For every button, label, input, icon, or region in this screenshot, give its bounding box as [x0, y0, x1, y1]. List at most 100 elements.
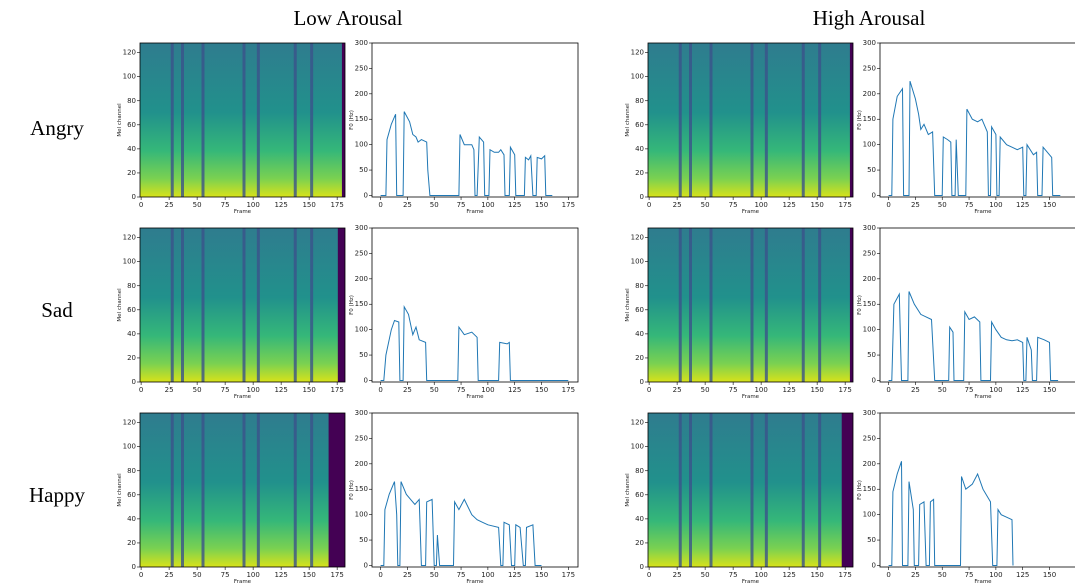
spectrogram-stripe	[709, 413, 713, 567]
x-axis-label: Frame	[974, 209, 992, 215]
y-tick-label: 20	[635, 539, 644, 547]
x-tick-label: 125	[508, 386, 521, 394]
axes-frame	[879, 227, 1075, 383]
y-tick-label: 100	[631, 73, 644, 81]
x-tick-label: 0	[647, 571, 651, 579]
x-tick-label: 25	[911, 571, 920, 579]
x-tick-label: 125	[1016, 571, 1029, 579]
x-tick-label: 25	[673, 386, 682, 394]
spectrogram-stripe	[818, 43, 822, 197]
x-tick-label: 0	[647, 386, 651, 394]
x-tick-label: 75	[457, 571, 466, 579]
spectrogram-stripe	[201, 43, 205, 197]
x-tick-label: 125	[508, 201, 521, 209]
y-axis-label: F0 (Hz)	[857, 295, 863, 315]
y-tick-label: 250	[863, 64, 876, 72]
x-axis-label: Frame	[742, 394, 760, 400]
spectrogram-stripe	[201, 228, 205, 382]
x-tick-label: 25	[165, 571, 174, 579]
x-tick-label: 150	[810, 571, 823, 579]
y-tick-label: 50	[867, 166, 876, 174]
y-tick-label: 100	[123, 443, 136, 451]
y-tick-label: 120	[123, 234, 136, 242]
x-tick-label: 0	[378, 201, 382, 209]
spectrogram-stripe	[242, 413, 246, 567]
y-tick-label: 120	[631, 234, 644, 242]
y-tick-label: 200	[355, 90, 368, 98]
y-tick-label: 0	[640, 378, 644, 386]
y-axis-label: Mel channel	[625, 288, 631, 322]
y-tick-label: 200	[863, 90, 876, 98]
x-tick-label: 175	[330, 386, 343, 394]
y-tick-label: 0	[364, 561, 368, 569]
y-tick-label: 60	[635, 121, 644, 129]
y-tick-label: 80	[635, 282, 644, 290]
y-tick-label: 300	[863, 224, 876, 232]
spectrogram-stripe	[181, 43, 184, 197]
y-tick-label: 0	[640, 193, 644, 201]
x-tick-label: 125	[782, 386, 795, 394]
y-tick-label: 300	[355, 224, 368, 232]
spectrogram-stripe	[689, 228, 692, 382]
spectrogram-stripe	[750, 413, 754, 567]
y-tick-label: 250	[355, 64, 368, 72]
y-tick-label: 40	[127, 145, 136, 153]
x-tick-label: 175	[330, 571, 343, 579]
y-tick-label: 0	[364, 376, 368, 384]
spectrogram-stripe	[801, 228, 805, 382]
x-tick-label: 100	[754, 571, 767, 579]
y-tick-label: 0	[872, 376, 876, 384]
axes-frame	[647, 412, 854, 568]
x-tick-label: 100	[754, 386, 767, 394]
y-axis-label: F0 (Hz)	[857, 480, 863, 500]
y-axis-label: Mel channel	[117, 473, 123, 507]
x-axis-label: Frame	[742, 209, 760, 215]
x-tick-label: 150	[535, 201, 548, 209]
y-tick-label: 0	[640, 563, 644, 571]
y-tick-label: 60	[635, 491, 644, 499]
y-tick-label: 300	[863, 39, 876, 47]
x-tick-label: 50	[938, 386, 947, 394]
x-tick-label: 75	[965, 571, 974, 579]
spectrogram-pad	[841, 413, 853, 567]
x-tick-label: 75	[221, 571, 230, 579]
y-tick-label: 0	[872, 191, 876, 199]
spectrogram-stripe	[256, 228, 260, 382]
x-tick-label: 0	[886, 201, 890, 209]
x-tick-label: 100	[754, 201, 767, 209]
x-tick-label: 25	[165, 386, 174, 394]
spectrogram-stripe	[818, 228, 822, 382]
axes-frame	[371, 227, 579, 383]
x-tick-label: 75	[729, 201, 738, 209]
row-label: Happy	[29, 483, 85, 507]
y-tick-label: 200	[355, 460, 368, 468]
y-tick-label: 100	[355, 141, 368, 149]
spectrogram-stripe	[818, 413, 822, 567]
axes-frame	[139, 42, 346, 198]
spectrogram-pad	[337, 228, 345, 382]
spectrogram-stripe	[801, 413, 805, 567]
y-tick-label: 100	[355, 511, 368, 519]
y-tick-label: 50	[359, 536, 368, 544]
x-tick-label: 100	[989, 571, 1002, 579]
x-tick-label: 25	[673, 571, 682, 579]
x-axis-label: Frame	[742, 579, 760, 585]
y-axis-label: Mel channel	[117, 103, 123, 137]
x-tick-label: 150	[302, 386, 315, 394]
column-title: High Arousal	[813, 6, 926, 30]
f0-line	[380, 304, 569, 381]
x-tick-label: 100	[481, 386, 494, 394]
x-tick-label: 150	[1043, 386, 1056, 394]
x-tick-label: 125	[274, 571, 287, 579]
spectrogram-stripe	[181, 228, 184, 382]
axes-frame	[647, 42, 854, 198]
axes-frame	[371, 42, 579, 198]
x-tick-label: 25	[673, 201, 682, 209]
x-tick-label: 0	[647, 201, 651, 209]
y-tick-label: 300	[863, 409, 876, 417]
y-tick-label: 50	[867, 351, 876, 359]
x-tick-label: 25	[165, 201, 174, 209]
x-tick-label: 75	[965, 386, 974, 394]
y-tick-label: 80	[127, 467, 136, 475]
y-tick-label: 50	[359, 351, 368, 359]
